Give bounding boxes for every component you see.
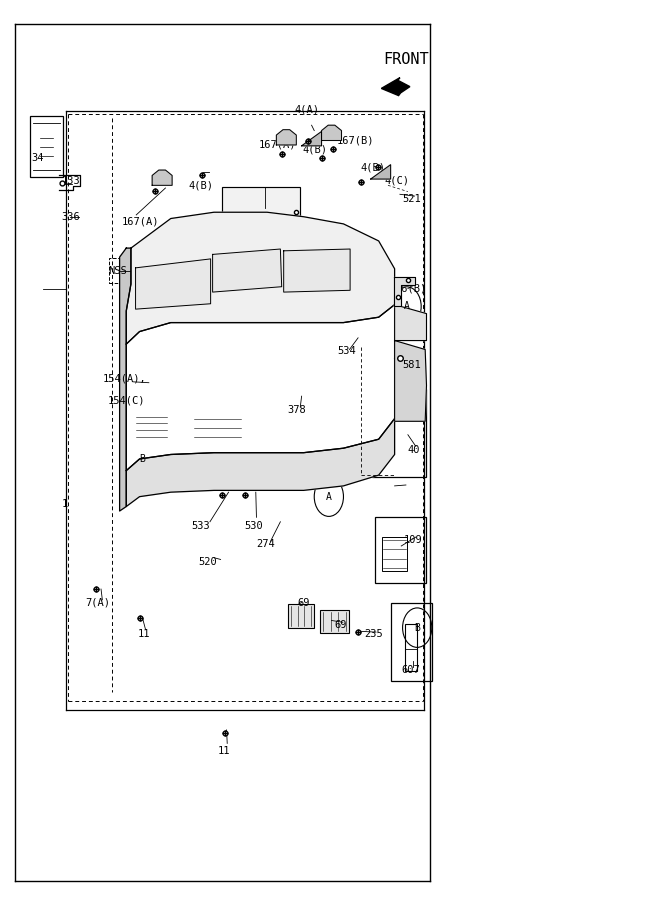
Text: 274: 274 <box>256 539 275 549</box>
Text: B: B <box>414 623 420 633</box>
Text: 69: 69 <box>297 598 310 608</box>
Text: 11: 11 <box>217 745 230 756</box>
Polygon shape <box>395 304 426 340</box>
Text: 378: 378 <box>287 405 306 415</box>
Bar <box>134 414 169 439</box>
Bar <box>109 258 149 284</box>
Bar <box>130 372 149 405</box>
Text: 11: 11 <box>138 629 151 639</box>
Polygon shape <box>119 248 131 511</box>
Text: 4(A): 4(A) <box>294 104 319 114</box>
Polygon shape <box>126 304 395 471</box>
Polygon shape <box>382 77 410 95</box>
Text: FRONT: FRONT <box>384 52 429 68</box>
Text: 521: 521 <box>402 194 422 203</box>
Text: 7(A): 7(A) <box>85 598 110 608</box>
Text: 530: 530 <box>244 521 263 531</box>
Text: 4(B): 4(B) <box>188 180 213 190</box>
Polygon shape <box>276 130 296 145</box>
Text: 154(C): 154(C) <box>107 396 145 406</box>
Text: 581: 581 <box>402 360 422 370</box>
Bar <box>320 609 349 633</box>
Polygon shape <box>395 340 426 421</box>
Bar <box>375 518 426 583</box>
Text: 69: 69 <box>334 620 346 630</box>
Polygon shape <box>371 165 391 179</box>
Text: 522: 522 <box>244 274 263 284</box>
Text: 167(B): 167(B) <box>337 136 374 146</box>
Bar <box>130 288 149 320</box>
Text: A: A <box>404 302 410 311</box>
Bar <box>192 416 242 439</box>
Bar <box>372 389 426 477</box>
Bar <box>130 329 149 363</box>
Polygon shape <box>126 418 395 507</box>
Polygon shape <box>135 259 211 309</box>
Polygon shape <box>321 125 342 140</box>
Bar <box>222 187 300 235</box>
Text: 16(B): 16(B) <box>396 284 427 293</box>
Text: 520: 520 <box>198 557 217 567</box>
Bar <box>30 116 63 177</box>
Bar <box>406 624 417 670</box>
Polygon shape <box>394 277 414 306</box>
Text: A: A <box>326 491 331 501</box>
Text: 607: 607 <box>401 665 420 675</box>
Polygon shape <box>301 131 321 146</box>
Text: 336: 336 <box>62 212 81 221</box>
Text: 167(A): 167(A) <box>258 140 295 150</box>
Text: 40: 40 <box>407 445 420 455</box>
Bar <box>246 418 273 438</box>
Text: 109: 109 <box>404 535 423 544</box>
Text: NSS: NSS <box>108 266 127 275</box>
Text: 235: 235 <box>364 629 383 639</box>
Text: 167(A): 167(A) <box>122 216 159 226</box>
Text: 534: 534 <box>338 346 356 356</box>
Text: 4(B): 4(B) <box>361 162 386 173</box>
Polygon shape <box>152 170 172 185</box>
Bar <box>392 602 432 681</box>
Polygon shape <box>283 249 350 292</box>
Text: 533: 533 <box>191 521 210 531</box>
Polygon shape <box>126 212 395 344</box>
Polygon shape <box>213 249 281 292</box>
Text: 4(C): 4(C) <box>385 176 410 185</box>
Text: 1: 1 <box>61 499 67 508</box>
Text: 154(A),: 154(A), <box>103 374 146 383</box>
Bar <box>382 537 408 572</box>
Bar <box>288 604 313 627</box>
Text: 4(B): 4(B) <box>302 144 327 155</box>
Text: 133: 133 <box>62 176 81 185</box>
Text: 34: 34 <box>31 153 44 164</box>
Text: B: B <box>139 454 145 464</box>
